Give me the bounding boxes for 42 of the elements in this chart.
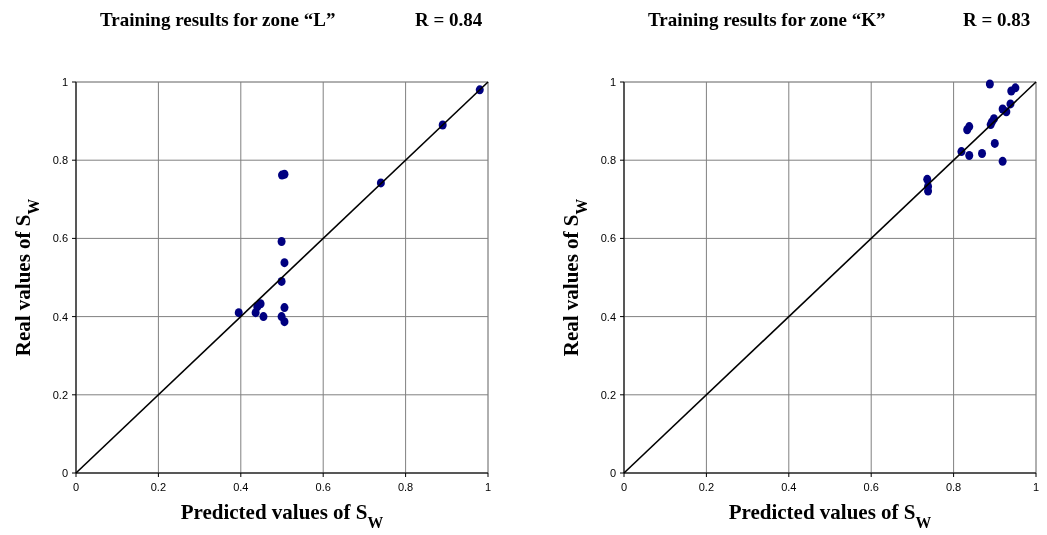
x-tick-label: 0.8 (397, 481, 414, 493)
x-tick-label: 0.6 (863, 481, 879, 493)
x-tick-label: 0.4 (233, 481, 249, 493)
point (990, 138, 999, 148)
point (280, 258, 289, 268)
y-tick-label: 0.4 (52, 310, 68, 323)
x-tick-label: 0.4 (781, 481, 797, 493)
y-tick-label: 0.8 (52, 154, 68, 167)
x-tick-label: 1 (484, 481, 492, 493)
point (280, 303, 289, 313)
chart-title: Training results for zone “L” (100, 9, 336, 30)
x-tick-label: 0 (620, 481, 628, 493)
y-tick-label: 0.8 (600, 154, 616, 167)
y-tick-label: 0.6 (600, 232, 616, 245)
chart-title: Training results for zone “K” (648, 9, 886, 30)
point (978, 149, 987, 159)
x-axis-title: Predicted values of S$_{W}$ (728, 500, 932, 531)
point (234, 308, 243, 318)
text: R = 0.83 (963, 9, 1031, 30)
point (998, 156, 1007, 166)
x-tick-label: 1 (1032, 481, 1040, 493)
point (1011, 83, 1020, 93)
y-tick-label: 0 (609, 467, 616, 479)
point (259, 312, 268, 322)
y-tick-label: 0.2 (600, 388, 616, 401)
x-tick-label: 0.2 (698, 481, 715, 493)
y-tick-label: 1 (61, 76, 68, 88)
text: R = 0.84 (415, 9, 483, 30)
point (277, 237, 286, 247)
y-tick-label: 0 (61, 467, 68, 479)
x-axis-title: Predicted values of S$_{W}$ (180, 500, 384, 531)
x-tick-label: 0 (72, 481, 80, 493)
x-tick-label: 0.2 (150, 481, 167, 493)
y-tick-label: 0.4 (600, 310, 616, 323)
point (985, 79, 994, 89)
point (965, 151, 974, 161)
point (280, 317, 289, 327)
y-tick-label: 1 (609, 76, 616, 88)
y-tick-label: 0.2 (52, 388, 68, 401)
x-tick-label: 0.8 (945, 481, 962, 493)
y-tick-label: 0.6 (52, 232, 68, 245)
x-tick-label: 0.6 (315, 481, 331, 493)
